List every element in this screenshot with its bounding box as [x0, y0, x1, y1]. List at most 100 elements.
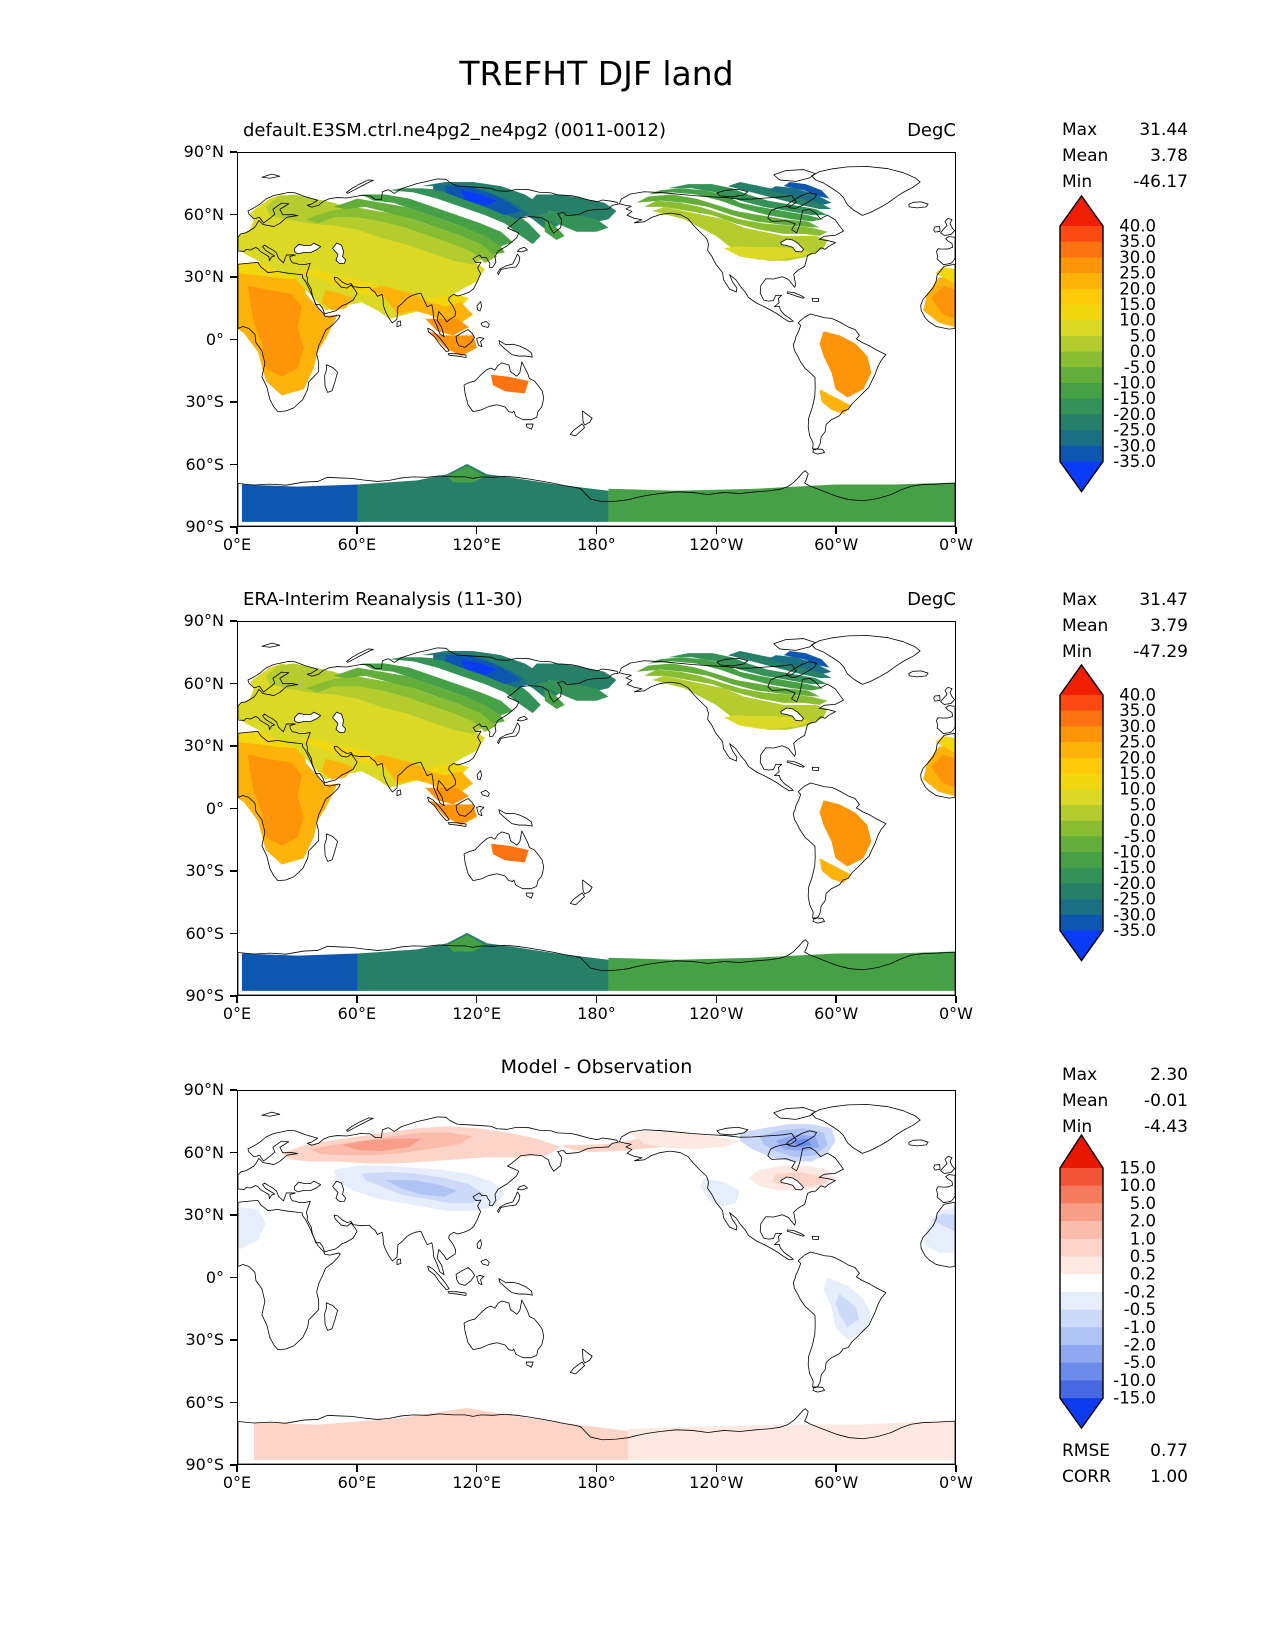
y-tick-label: 30°S — [185, 392, 224, 411]
y-tick-label: 90°S — [185, 1455, 224, 1474]
x-tick-mark — [475, 527, 478, 534]
colorbar-tick-label: 5.0 — [1130, 1194, 1156, 1213]
contour-region — [544, 688, 565, 710]
colorbar-tick-label: 5.0 — [1130, 795, 1156, 814]
colorbar-segment — [1060, 1221, 1103, 1240]
colorbar-tick-label: 10.0 — [1119, 1176, 1156, 1195]
contour-region — [608, 951, 955, 991]
y-tick-mark — [230, 1276, 237, 1279]
metric-value: 1.00 — [1150, 1467, 1188, 1487]
contour-region — [429, 331, 477, 357]
metric-label: CORR — [1062, 1467, 1111, 1487]
x-tick-label: 120°E — [452, 1004, 501, 1023]
y-tick-mark — [230, 1089, 237, 1091]
metric-label: RMSE — [1062, 1441, 1111, 1461]
stat-label: Min — [1062, 642, 1093, 662]
colorbar-tick-label: 20.0 — [1119, 748, 1156, 767]
coastline — [936, 1175, 955, 1203]
coastline — [477, 1240, 482, 1249]
colorbar-tick-label: -5.0 — [1124, 1353, 1156, 1372]
x-tick-mark — [955, 996, 957, 1003]
y-tick-label: 30°S — [185, 861, 224, 880]
colorbar-segment — [1060, 430, 1103, 447]
coastline — [936, 706, 955, 734]
stat-label: Max — [1062, 1065, 1098, 1085]
contour-region — [528, 194, 617, 224]
y-tick-mark — [230, 1214, 237, 1216]
colorbar-segment — [1060, 445, 1103, 462]
coastline — [526, 893, 533, 898]
stat-row: Mean 3.78 — [1062, 143, 1188, 169]
coastline — [921, 264, 955, 329]
colorbar-outline — [1059, 194, 1104, 493]
coastline — [786, 662, 816, 678]
coastline — [793, 783, 886, 919]
contour-region — [819, 858, 852, 884]
y-tick-label: 0° — [205, 1267, 224, 1287]
contour-region — [923, 1207, 955, 1253]
colorbar-tick-label: 35.0 — [1119, 232, 1156, 251]
coastline — [941, 218, 955, 235]
colorbar-tick-label: 0.5 — [1130, 1247, 1156, 1266]
colorbar-segment — [1060, 789, 1103, 806]
x-tick-label: 120°W — [689, 1004, 744, 1023]
colorbar-segment — [1060, 257, 1103, 274]
colorbar-segment — [1060, 710, 1103, 727]
contour-region — [668, 184, 828, 216]
coastline — [456, 1268, 475, 1286]
coastline — [921, 1202, 955, 1267]
y-tick-label: 90°S — [185, 517, 224, 536]
colorbar-tick-label: -0.5 — [1124, 1300, 1156, 1319]
x-tick-mark — [475, 996, 478, 1003]
y-tick-label: 30°N — [183, 267, 224, 286]
x-tick-mark — [356, 1465, 358, 1472]
colorbar-tick-label: -30.0 — [1113, 436, 1156, 455]
stat-row: Max 2.30 — [1062, 1062, 1188, 1088]
x-tick-label: 60°E — [337, 535, 377, 554]
coastline — [813, 449, 825, 454]
coastline — [448, 354, 466, 358]
x-tick-mark — [595, 1465, 598, 1472]
x-tick-label: 180° — [577, 1473, 616, 1492]
contour-region — [461, 659, 497, 675]
coastline — [498, 723, 520, 744]
contour-region — [425, 318, 470, 336]
x-tick-label: 60°E — [337, 1004, 377, 1023]
y-tick-mark — [230, 338, 237, 341]
y-tick-mark — [230, 401, 237, 403]
panel-model-colorbar: 40.0 35.0 30.0 25.0 20.0 15.0 10.0 5.0 0.0 -5.0 -1… — [1058, 194, 1218, 500]
y-tick-label: 60°N — [183, 673, 224, 693]
colorbar-segment — [1060, 288, 1103, 305]
colorbar-segment — [1060, 1203, 1103, 1222]
x-tick-mark — [356, 996, 358, 1003]
colorbar-segment — [1060, 1309, 1103, 1328]
coastline — [428, 328, 450, 351]
coastline — [448, 1292, 466, 1296]
coastline — [238, 262, 340, 411]
colorbar-arrow-bottom — [1060, 461, 1103, 492]
colorbar-tick-label: 0.0 — [1130, 811, 1156, 830]
contour-region — [305, 675, 497, 732]
lake-outline — [781, 708, 804, 721]
coastline — [262, 1112, 280, 1116]
contour-region — [644, 669, 828, 705]
colorbar-segment — [1060, 304, 1103, 321]
contour-region — [429, 800, 477, 826]
contour-region — [447, 465, 485, 483]
colorbar-tick-label: 40.0 — [1119, 686, 1156, 705]
metric-row: CORR 1.00 — [1062, 1464, 1188, 1490]
coastline — [909, 671, 928, 677]
contour-region — [767, 186, 832, 205]
panel-model-stats: Max 31.44 Mean 3.78 Min -46.17 — [1062, 117, 1188, 195]
y-tick-label: 60°N — [183, 204, 224, 224]
y-tick-label: 30°N — [183, 736, 224, 755]
coastline — [526, 424, 533, 429]
contour-region — [931, 285, 955, 319]
colorbar-tick-label: 35.0 — [1119, 701, 1156, 720]
x-tick-mark — [236, 1465, 238, 1472]
x-tick-label: 0°E — [222, 1004, 252, 1023]
x-tick-mark — [475, 1465, 478, 1472]
colorbar-tick-label: -0.2 — [1124, 1282, 1156, 1301]
coastline — [238, 1117, 618, 1275]
coastline — [428, 797, 450, 820]
